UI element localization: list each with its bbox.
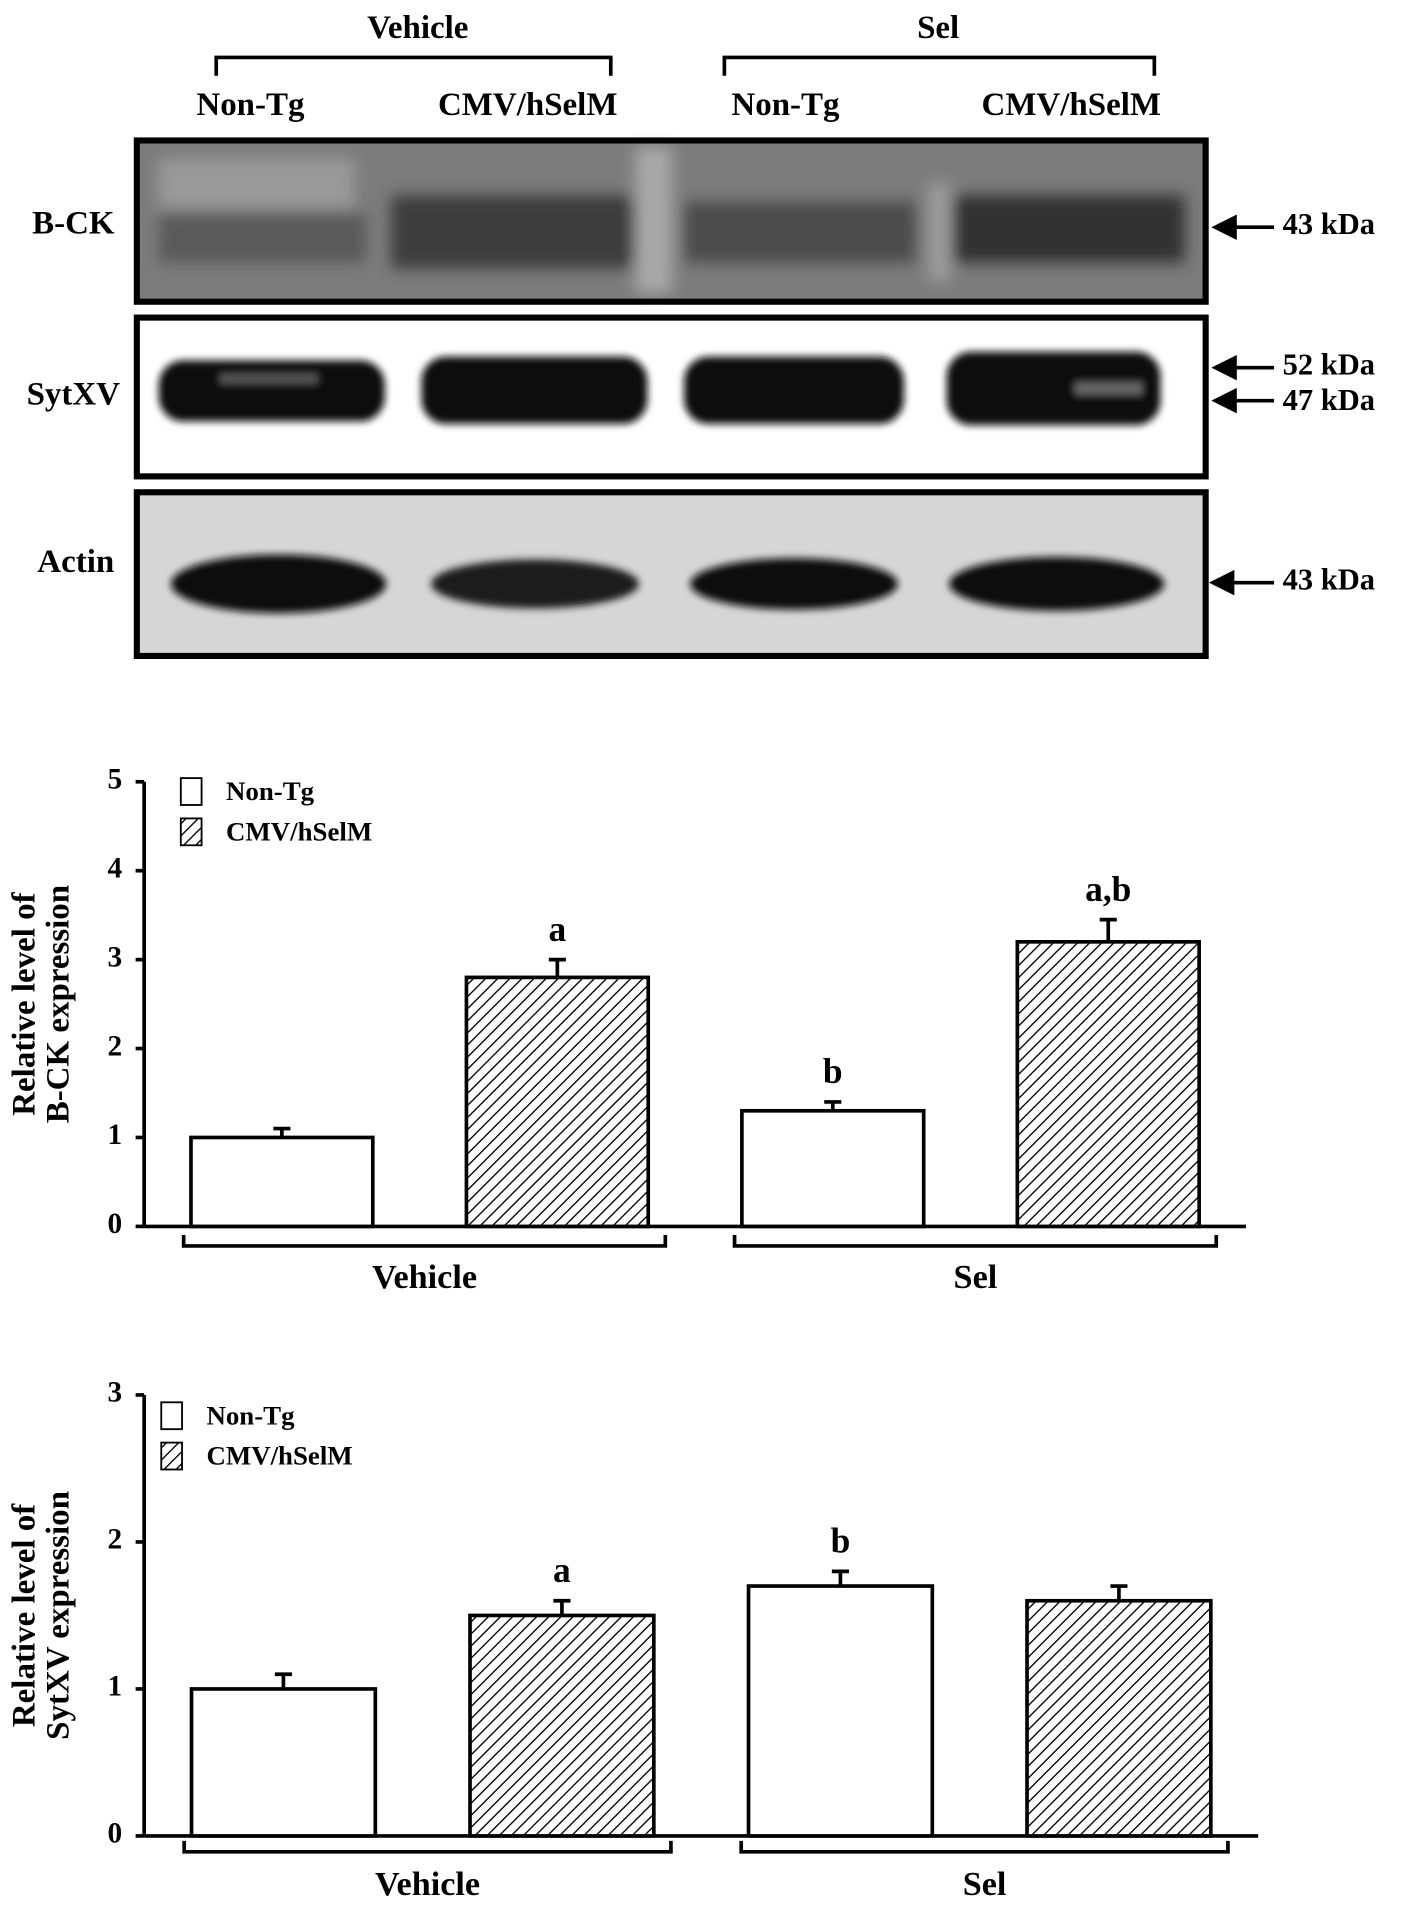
legend-swatch: [179, 817, 203, 847]
y-tick-label: 3: [108, 941, 123, 973]
error-bar: [553, 1598, 571, 1616]
legend-swatch: [160, 1441, 183, 1471]
bar: [1015, 940, 1201, 1229]
annotation: a: [548, 909, 566, 949]
y-tick-label: 0: [108, 1208, 123, 1240]
marker-label: 52 kDa: [1283, 348, 1375, 382]
annotation: b: [831, 1521, 851, 1561]
group-bracket: [739, 1840, 1230, 1854]
legend-label: Non-Tg: [226, 776, 315, 806]
marker-label: 43 kDa: [1283, 207, 1375, 241]
y-tick-label: 4: [108, 852, 123, 884]
y-axis-label: Relative level of: [6, 891, 42, 1115]
bar: [189, 1135, 375, 1229]
bar: [189, 1687, 378, 1838]
y-axis-label: B-CK expression: [41, 885, 77, 1123]
y-tick-label: 0: [108, 1818, 123, 1850]
arrow: [1211, 214, 1275, 240]
bar: [464, 975, 651, 1229]
annotation: a: [553, 1550, 571, 1590]
blot-panel: [133, 314, 1209, 480]
legend-label: CMV/hSelM: [206, 1441, 352, 1471]
error-bar: [1110, 1584, 1128, 1601]
bar: [740, 1108, 926, 1229]
group-bracket: [182, 1840, 673, 1854]
error-bar: [274, 1672, 292, 1689]
arrow: [1208, 569, 1275, 596]
lane-label: CMV/hSelM: [982, 87, 1161, 123]
annotation: b: [823, 1051, 843, 1091]
group-bracket: [214, 55, 613, 76]
row-label: Actin: [37, 544, 114, 580]
lane-label: Non-Tg: [196, 87, 305, 123]
error-bar: [1099, 917, 1117, 942]
group-bracket: [181, 1234, 668, 1248]
legend-label: CMV/hSelM: [226, 816, 372, 846]
legend-label: Non-Tg: [206, 1400, 295, 1430]
x-tick-label: Vehicle: [375, 1866, 480, 1903]
y-axis-label: Relative level of: [6, 1503, 42, 1727]
group-bracket: [722, 55, 1157, 76]
arrow: [1211, 387, 1275, 414]
x-tick-label: Sel: [954, 1259, 998, 1296]
group-label: Sel: [917, 10, 959, 46]
lane-label: Non-Tg: [731, 87, 840, 123]
row-label: SytXV: [27, 377, 121, 413]
y-tick-label: 3: [108, 1377, 123, 1409]
error-bar: [831, 1569, 849, 1587]
y-tick-label: 1: [108, 1671, 123, 1703]
lane-label: CMV/hSelM: [438, 87, 617, 123]
x-tick-label: Sel: [963, 1866, 1007, 1903]
bar: [468, 1613, 656, 1838]
group-label: Vehicle: [367, 10, 468, 46]
bar: [1025, 1598, 1213, 1838]
marker-label: 43 kDa: [1283, 563, 1375, 597]
blot-panel: [133, 489, 1209, 660]
legend-swatch: [179, 777, 203, 806]
group-bracket: [732, 1234, 1219, 1248]
y-tick-label: 5: [108, 763, 123, 795]
bar: [746, 1584, 935, 1838]
marker-label: 47 kDa: [1283, 383, 1375, 417]
arrow: [1211, 354, 1275, 381]
x-tick-label: Vehicle: [372, 1259, 477, 1296]
blot-panel: [133, 137, 1209, 305]
y-tick-label: 1: [108, 1119, 123, 1151]
row-label: B-CK: [32, 206, 115, 242]
legend-swatch: [160, 1401, 183, 1431]
y-tick-label: 2: [108, 1524, 123, 1556]
y-axis-label: SytXV expression: [41, 1491, 77, 1740]
error-bar: [548, 957, 566, 978]
annotation: a,b: [1085, 869, 1131, 909]
y-tick-label: 2: [108, 1030, 123, 1062]
